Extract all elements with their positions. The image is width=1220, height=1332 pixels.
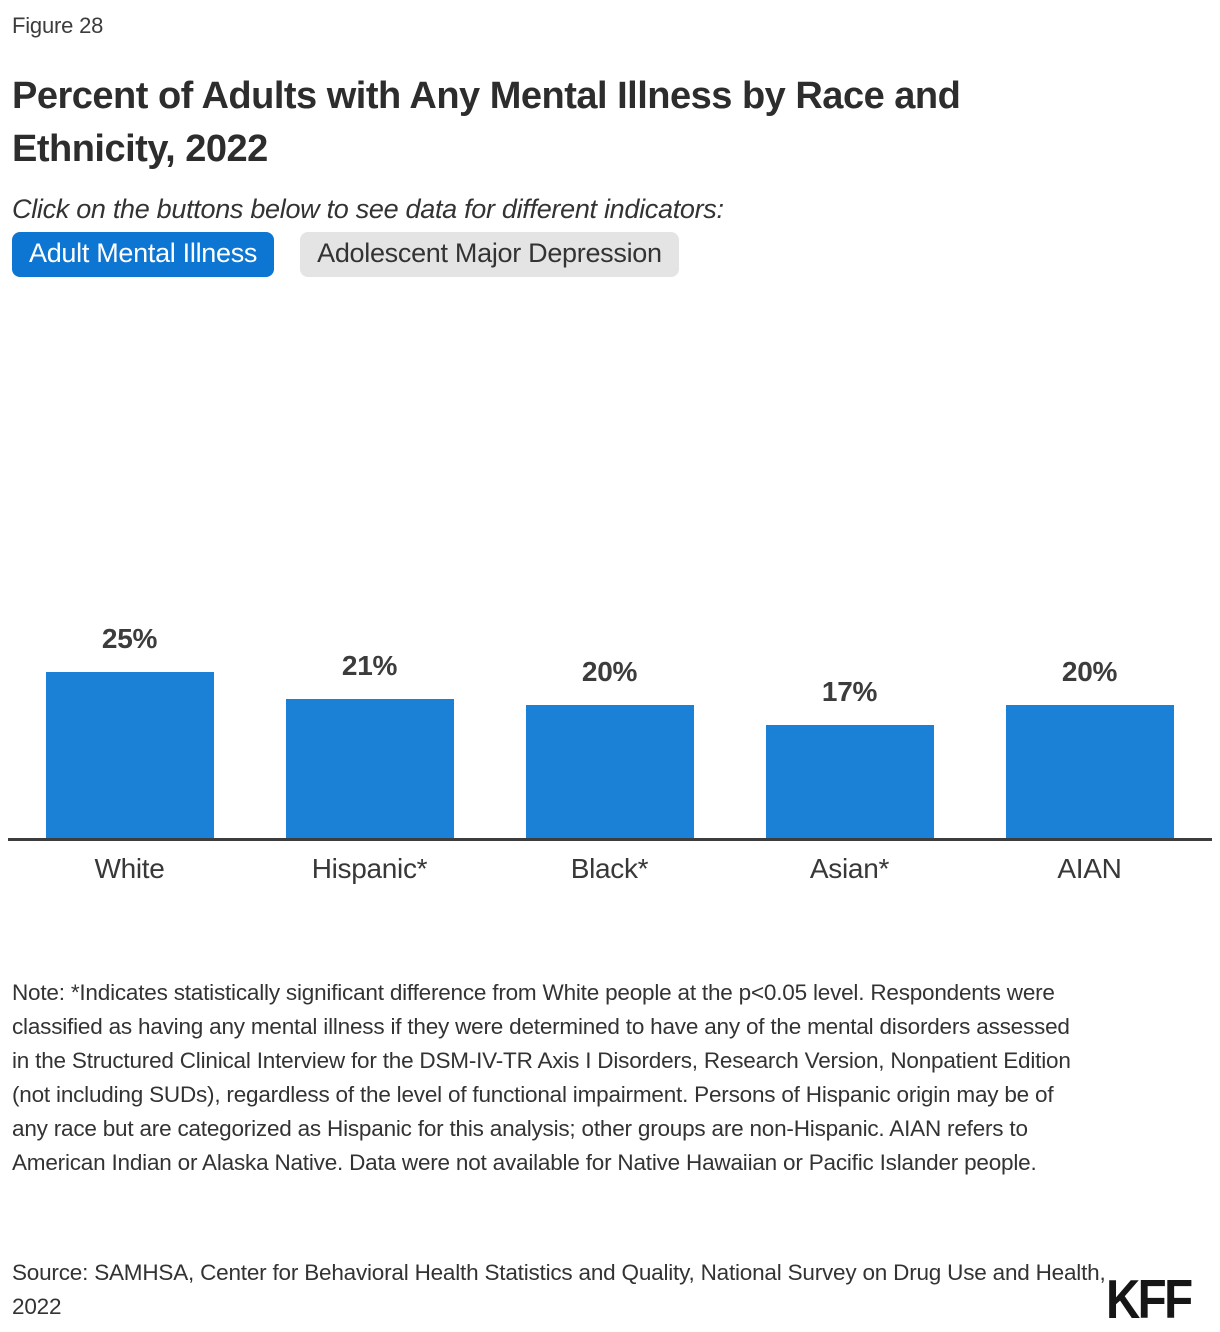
- bar-aian[interactable]: [1005, 705, 1174, 838]
- category-label: Hispanic*: [311, 853, 428, 884]
- bar-black[interactable]: [525, 705, 694, 838]
- indicator-instructions: Click on the buttons below to see data f…: [12, 194, 724, 224]
- bar-value-label: 25%: [101, 623, 158, 654]
- category-label: Black*: [570, 853, 649, 884]
- bar-value-label: 20%: [581, 656, 638, 687]
- bar-white[interactable]: [45, 672, 214, 838]
- indicator-button-adolescent-major-depression[interactable]: Adolescent Major Depression: [300, 232, 679, 277]
- kff-logo: KFF: [1106, 1269, 1193, 1331]
- bar-asian[interactable]: [765, 725, 934, 838]
- x-axis-line: [8, 838, 1212, 841]
- category-label: AIAN: [1057, 853, 1122, 884]
- bar-value-label: 17%: [821, 676, 878, 707]
- note-text: Note: *Indicates statistically significa…: [12, 980, 1071, 1175]
- indicator-button-group: Adult Mental Illness Adolescent Major De…: [12, 232, 679, 277]
- bar-hispanic[interactable]: [285, 699, 454, 838]
- category-label: Asian*: [809, 853, 890, 884]
- bar-value-label: 21%: [341, 650, 398, 681]
- page-title: Percent of Adults with Any Mental Illnes…: [12, 75, 961, 170]
- indicator-button-adult-mental-illness[interactable]: Adult Mental Illness: [12, 232, 275, 277]
- source-text: Source: SAMHSA, Center for Behavioral He…: [12, 1260, 1106, 1319]
- bar-value-label: 20%: [1061, 656, 1118, 687]
- category-label: White: [94, 853, 165, 884]
- figure-label: Figure 28: [12, 13, 104, 38]
